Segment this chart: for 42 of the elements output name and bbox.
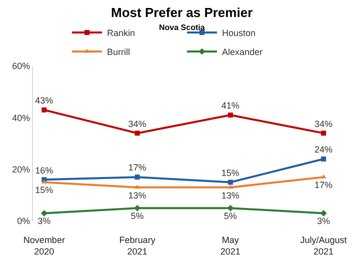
data-label: 43% bbox=[35, 96, 54, 106]
point bbox=[42, 107, 47, 112]
data-label: 15% bbox=[35, 185, 54, 196]
data-label: 34% bbox=[314, 118, 333, 129]
point bbox=[134, 174, 140, 180]
data-label: 3% bbox=[38, 216, 51, 226]
point bbox=[134, 130, 140, 136]
x-tick-label: May 2021 bbox=[220, 234, 240, 256]
chart-title: Most Prefer as Premier bbox=[111, 5, 253, 20]
x-tick-label: February 2021 bbox=[119, 234, 156, 256]
chart-subtitle: Nova Scotia bbox=[159, 23, 206, 32]
y-tick-label: 20% bbox=[12, 164, 30, 174]
point bbox=[228, 112, 233, 118]
y-tick-label: 0% bbox=[17, 216, 30, 226]
data-label: 5% bbox=[224, 210, 237, 221]
point bbox=[321, 156, 326, 162]
legend-label: Burrill bbox=[107, 47, 130, 58]
point bbox=[40, 210, 48, 216]
point bbox=[228, 180, 233, 185]
point bbox=[134, 204, 141, 212]
legend-label: Rankin bbox=[107, 28, 136, 38]
data-label: 16% bbox=[35, 165, 54, 176]
data-label: 17% bbox=[314, 180, 333, 190]
x-tick-label: July/August 2021 bbox=[300, 234, 348, 256]
data-label: 41% bbox=[221, 100, 240, 111]
data-label: 24% bbox=[314, 144, 333, 155]
point bbox=[227, 204, 234, 212]
data-label: 17% bbox=[128, 162, 146, 173]
data-label: 5% bbox=[130, 210, 144, 221]
point bbox=[228, 184, 234, 189]
point bbox=[321, 130, 326, 136]
data-label: 15% bbox=[221, 168, 240, 178]
data-label: 13% bbox=[221, 190, 240, 200]
point bbox=[320, 210, 327, 216]
legend-label: Houston bbox=[222, 28, 256, 38]
y-tick-label: 60% bbox=[12, 61, 30, 72]
x-tick-label: November 2020 bbox=[23, 234, 65, 256]
data-label: 13% bbox=[128, 190, 146, 200]
data-label: 3% bbox=[317, 216, 330, 226]
data-label: 34% bbox=[128, 118, 146, 129]
legend-label: Alexander bbox=[222, 47, 263, 58]
y-tick-label: 40% bbox=[12, 112, 30, 123]
